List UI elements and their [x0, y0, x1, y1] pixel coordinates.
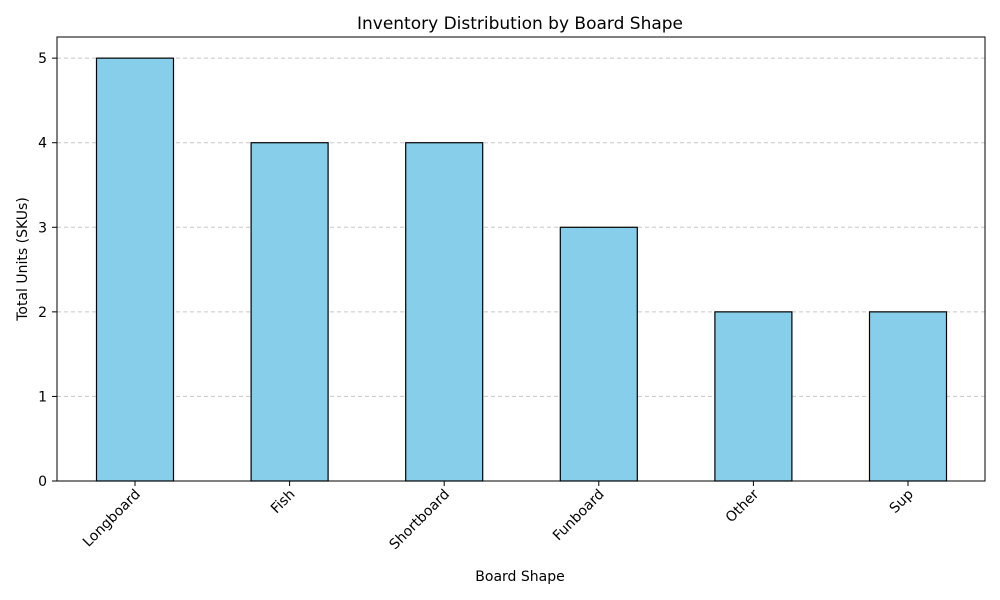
y-tick-label: 2 [38, 305, 47, 321]
bar-other [714, 311, 793, 482]
y-axis-ticks: 0 1 2 3 4 5 [38, 51, 57, 490]
x-tick-label: Fish [268, 487, 298, 517]
y-tick-label: 1 [38, 389, 47, 405]
x-tick-label: Sup [887, 486, 917, 516]
bar-longboard [95, 57, 175, 482]
plot-frame [56, 36, 986, 482]
bar-funboard [559, 226, 638, 482]
bar-fish [250, 142, 329, 482]
chart-title: Inventory Distribution by Board Shape [357, 14, 683, 34]
grid-lines [57, 57, 985, 482]
x-axis-ticks: Longboard Fish Shortboard Funboard Other Sup [80, 481, 917, 553]
bar-shortboard [405, 142, 484, 482]
y-tick-label: 5 [38, 51, 47, 67]
bar-sup [868, 311, 948, 482]
y-tick-label: 4 [38, 136, 47, 152]
y-tick-label: 3 [38, 220, 47, 236]
y-tick-label: 0 [38, 474, 47, 490]
x-tick-label: Other [723, 486, 763, 526]
x-tick-label: Funboard [550, 487, 608, 545]
y-axis-label: Total Units (SKUs) [15, 197, 31, 322]
x-axis-label: Board Shape [475, 569, 564, 585]
bars [95, 57, 948, 482]
x-tick-label: Shortboard [387, 487, 453, 553]
x-tick-label: Longboard [80, 487, 144, 551]
